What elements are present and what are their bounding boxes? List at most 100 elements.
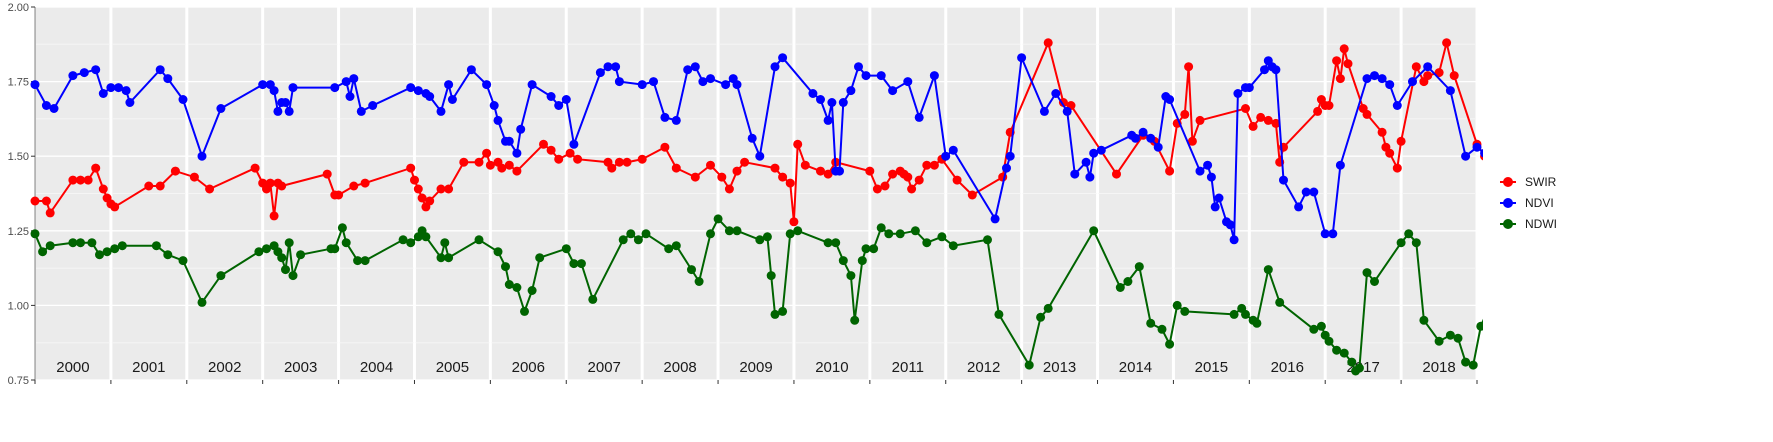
data-point (1089, 148, 1099, 158)
data-point (144, 181, 154, 191)
data-point (785, 229, 795, 239)
data-point (356, 106, 366, 116)
data-point (1677, 247, 1686, 256)
data-point (1081, 157, 1091, 167)
data-point (1609, 173, 1618, 182)
data-point (1522, 247, 1531, 256)
data-point (1005, 151, 1015, 161)
legend-key-point (1503, 177, 1513, 187)
data-point (349, 181, 359, 191)
data-point (569, 139, 579, 149)
data-point (861, 71, 871, 81)
data-point (87, 238, 97, 248)
data-point (1157, 324, 1167, 334)
data-point (30, 80, 40, 90)
data-point (846, 86, 856, 96)
data-point (1039, 106, 1049, 116)
data-point (724, 226, 734, 236)
data-point (1507, 95, 1516, 104)
data-point (713, 214, 723, 224)
data-point (30, 229, 40, 239)
data-point (800, 160, 810, 170)
data-point (485, 160, 495, 170)
data-point (983, 235, 992, 245)
data-point (436, 253, 446, 263)
data-point (835, 166, 844, 176)
year-label: 2005 (436, 359, 469, 376)
data-point (907, 184, 917, 194)
data-point (178, 95, 188, 104)
data-point (258, 80, 268, 90)
data-point (1370, 277, 1379, 286)
data-point (1377, 127, 1387, 137)
data-point (68, 71, 78, 81)
year-label: 2004 (360, 359, 393, 376)
data-point (497, 163, 507, 173)
data-point (1590, 95, 1599, 104)
data-point (561, 95, 571, 104)
data-point (163, 74, 173, 84)
data-point (967, 190, 977, 200)
data-point (444, 184, 454, 194)
data-point (838, 256, 848, 266)
year-label: 2012 (967, 359, 1000, 376)
data-point (1602, 113, 1611, 122)
series-layer (30, 38, 1686, 376)
legend: SWIR NDVI NDWI (1500, 175, 1557, 231)
data-point (910, 226, 920, 236)
data-point (504, 280, 514, 289)
data-point (1434, 336, 1444, 346)
data-point (876, 223, 886, 233)
data-point (413, 184, 423, 194)
data-point (778, 53, 788, 63)
data-point (341, 77, 351, 87)
data-point (516, 124, 526, 134)
data-point (493, 115, 503, 125)
data-point (425, 196, 435, 206)
data-point (1036, 312, 1046, 322)
data-point (489, 101, 499, 110)
data-point (546, 92, 556, 101)
data-point (1324, 336, 1334, 346)
data-point (1567, 86, 1576, 95)
data-point (45, 208, 55, 218)
data-point (1354, 363, 1364, 373)
data-point (588, 294, 598, 304)
data-point (1643, 158, 1652, 167)
data-point (770, 309, 780, 319)
year-label: 2015 (1195, 359, 1228, 376)
data-point (1362, 74, 1372, 84)
data-point (1328, 229, 1338, 239)
data-point (1636, 319, 1645, 328)
data-point (277, 253, 287, 263)
data-point (614, 77, 624, 87)
data-point (273, 106, 283, 116)
data-point (1225, 220, 1235, 230)
data-point (1165, 95, 1175, 104)
series-swir (30, 38, 1652, 227)
data-point (1017, 53, 1027, 63)
data-point (269, 211, 279, 221)
data-point (1529, 95, 1538, 104)
data-point (1396, 136, 1406, 146)
data-point (994, 309, 1004, 319)
data-point (1472, 142, 1482, 152)
data-point (846, 271, 856, 281)
year-label: 2013 (1043, 359, 1076, 376)
data-point (41, 101, 51, 110)
data-point (595, 68, 605, 78)
data-point (501, 262, 510, 272)
data-point (948, 241, 958, 251)
data-point (1628, 164, 1637, 173)
data-point (1484, 125, 1493, 134)
data-point (554, 101, 564, 110)
data-point (755, 151, 765, 161)
data-point (573, 154, 583, 164)
data-point (482, 148, 492, 158)
data-point (41, 196, 51, 206)
data-point (345, 92, 355, 101)
data-point (660, 142, 670, 152)
data-point (706, 74, 715, 84)
data-point (284, 106, 294, 116)
data-point (360, 178, 370, 188)
